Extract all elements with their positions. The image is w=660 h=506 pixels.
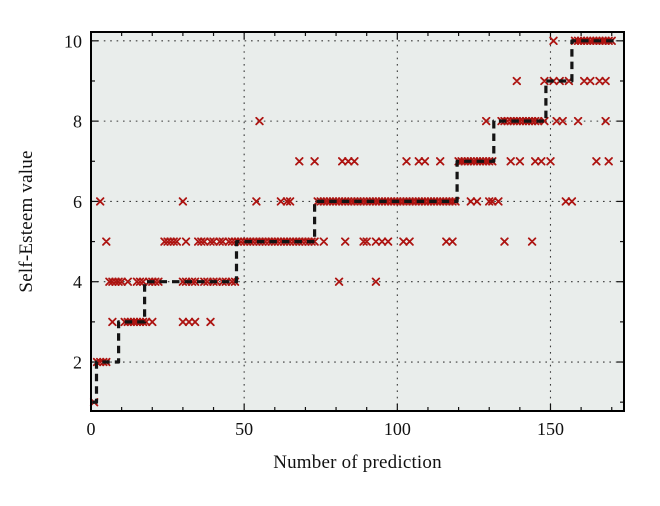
y-tick-label: 4 — [73, 272, 82, 292]
step-line — [92, 39, 617, 404]
x-tick-label: 50 — [235, 419, 253, 439]
y-tick-label: 6 — [73, 192, 82, 212]
plot-border — [90, 31, 625, 412]
y-axis-title: Self-Esteem value — [16, 150, 37, 293]
x-axis-title: Number of prediction — [273, 452, 442, 473]
x-tick-label: 0 — [87, 419, 96, 439]
y-tick-label: 2 — [73, 353, 82, 373]
x-tick-label: 150 — [537, 419, 564, 439]
y-tick-label: 10 — [64, 31, 82, 51]
x-tick-label: 100 — [384, 419, 411, 439]
plot-background — [91, 32, 624, 411]
y-tick-label: 8 — [73, 112, 82, 132]
